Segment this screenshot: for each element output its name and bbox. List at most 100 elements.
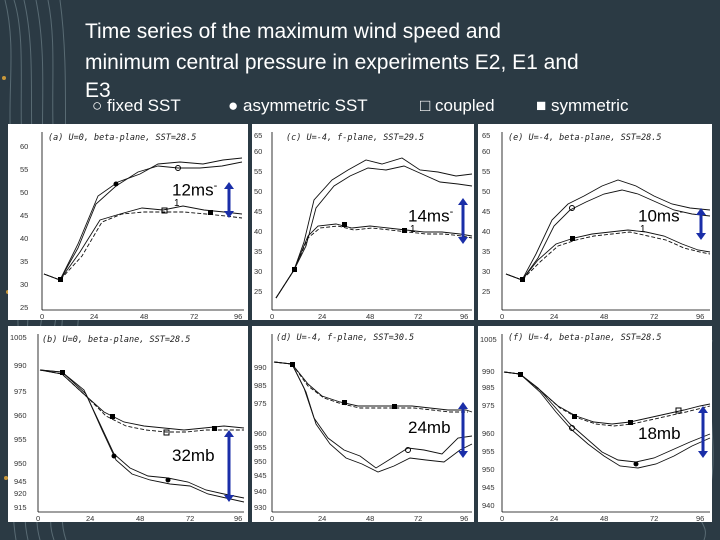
svg-text:60: 60: [482, 147, 490, 156]
svg-text:96: 96: [696, 514, 704, 522]
panel-b-pressure: (b) U=0, beta-plane, SST=28.5 1005 990 9…: [8, 326, 248, 522]
svg-text:96: 96: [696, 312, 704, 320]
svg-text:40: 40: [20, 234, 28, 243]
svg-text:60: 60: [254, 147, 262, 156]
svg-text:930: 930: [254, 503, 267, 512]
legend-label: symmetric: [551, 96, 629, 115]
legend-asymmetric-sst: ● asymmetric SST: [228, 96, 368, 116]
legend-symmetric: ■ symmetric: [536, 96, 628, 116]
panel-e-wind: (e) U=-4, beta-plane, SST=28.5 25 30 35 …: [478, 124, 712, 320]
svg-text:955: 955: [254, 443, 267, 452]
svg-text:35: 35: [20, 257, 28, 266]
annotation-14ms: 14ms-: [408, 206, 454, 226]
svg-text:50: 50: [482, 187, 490, 196]
filled-square-icon: ■: [536, 96, 547, 115]
svg-text:25: 25: [482, 287, 490, 296]
legend-label: asymmetric SST: [243, 96, 368, 115]
panel-title: (f) U=-4, beta-plane, SST=28.5: [508, 333, 662, 343]
svg-text:950: 950: [254, 457, 267, 466]
panel-title: (d) U=-4, f-plane, SST=30.5: [276, 333, 414, 343]
svg-text:985: 985: [482, 383, 495, 392]
svg-text:30: 30: [482, 267, 490, 276]
svg-text:945: 945: [482, 483, 495, 492]
svg-text:30: 30: [254, 267, 262, 276]
svg-text:45: 45: [254, 207, 262, 216]
annotation-exponent: 1: [640, 224, 646, 235]
svg-text:60: 60: [20, 142, 28, 151]
svg-text:25: 25: [20, 303, 28, 312]
svg-text:955: 955: [482, 447, 495, 456]
svg-text:48: 48: [366, 514, 374, 522]
svg-text:24: 24: [318, 514, 326, 522]
svg-text:48: 48: [140, 312, 148, 320]
svg-text:24: 24: [86, 514, 94, 522]
double-arrow-icon: [224, 182, 234, 218]
svg-text:65: 65: [482, 131, 490, 140]
legend-fixed-sst: ○ fixed SST: [92, 96, 181, 116]
double-arrow-icon: [696, 208, 706, 240]
svg-text:72: 72: [650, 514, 658, 522]
svg-text:915: 915: [14, 503, 27, 512]
svg-text:0: 0: [36, 514, 40, 522]
annotation-32mb: 32mb: [172, 446, 215, 465]
svg-text:72: 72: [190, 312, 198, 320]
svg-text:940: 940: [254, 487, 267, 496]
svg-text:45: 45: [482, 207, 490, 216]
svg-text:960: 960: [254, 429, 267, 438]
svg-text:0: 0: [40, 312, 44, 320]
panel-d-pressure: (d) U=-4, f-plane, SST=30.5 990 985 975 …: [252, 326, 474, 522]
legend-label: coupled: [435, 96, 495, 115]
annotation-24mb: 24mb: [408, 418, 451, 437]
open-square-icon: □: [420, 96, 431, 115]
svg-text:0: 0: [500, 312, 504, 320]
svg-text:35: 35: [254, 247, 262, 256]
svg-text:55: 55: [254, 167, 262, 176]
svg-text:96: 96: [234, 312, 242, 320]
svg-text:920: 920: [14, 489, 27, 498]
annotation-10ms: 10ms-: [638, 206, 684, 226]
panel-c-wind: (c) U=-4, f-plane, SST=29.5 25 30 35 40 …: [252, 124, 474, 320]
svg-text:40: 40: [482, 227, 490, 236]
panel-title: (b) U=0, beta-plane, SST=28.5: [42, 335, 190, 345]
svg-text:72: 72: [650, 312, 658, 320]
svg-text:975: 975: [14, 387, 27, 396]
panel-title: (c) U=-4, f-plane, SST=29.5: [286, 133, 424, 143]
legend-label: fixed SST: [107, 96, 181, 115]
svg-text:985: 985: [254, 381, 267, 390]
svg-text:96: 96: [460, 312, 468, 320]
svg-text:72: 72: [414, 312, 422, 320]
svg-text:0: 0: [500, 514, 504, 522]
svg-text:950: 950: [14, 459, 27, 468]
svg-text:35: 35: [482, 247, 490, 256]
svg-text:990: 990: [254, 363, 267, 372]
svg-text:975: 975: [254, 399, 267, 408]
svg-text:960: 960: [482, 429, 495, 438]
svg-text:950: 950: [482, 465, 495, 474]
annotation-18mb: 18mb: [638, 424, 681, 443]
double-arrow-icon: [698, 406, 708, 458]
svg-text:990: 990: [14, 361, 27, 370]
svg-text:24: 24: [550, 312, 558, 320]
double-arrow-icon: [224, 430, 234, 502]
svg-text:940: 940: [482, 501, 495, 510]
panel-title: (e) U=-4, beta-plane, SST=28.5: [508, 133, 662, 143]
svg-text:72: 72: [186, 514, 194, 522]
svg-text:24: 24: [318, 312, 326, 320]
svg-text:40: 40: [254, 227, 262, 236]
svg-text:48: 48: [136, 514, 144, 522]
legend-coupled: □ coupled: [420, 96, 495, 116]
svg-text:990: 990: [482, 367, 495, 376]
open-circle-icon: ○: [92, 96, 103, 115]
svg-text:945: 945: [14, 477, 27, 486]
svg-text:72: 72: [414, 514, 422, 522]
svg-text:55: 55: [482, 167, 490, 176]
filled-circle-icon: ●: [228, 96, 239, 115]
svg-text:50: 50: [254, 187, 262, 196]
annotation-12ms: 12ms-: [172, 180, 218, 200]
svg-text:48: 48: [366, 312, 374, 320]
svg-text:48: 48: [600, 514, 608, 522]
panel-f-pressure: (f) U=-4, beta-plane, SST=28.5 1005 990 …: [478, 326, 712, 522]
svg-text:24: 24: [90, 312, 98, 320]
svg-text:45: 45: [20, 211, 28, 220]
svg-text:96: 96: [460, 514, 468, 522]
